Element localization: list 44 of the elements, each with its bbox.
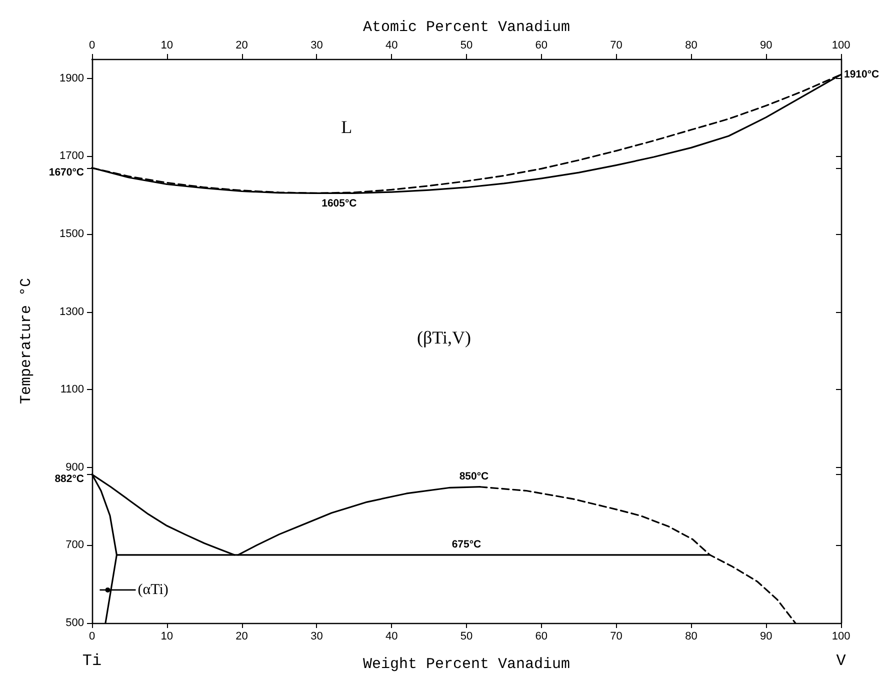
y-tick-label: 1300 — [60, 306, 84, 318]
annotation: 675°C — [452, 538, 482, 550]
x-tick-label: 40 — [385, 630, 398, 642]
x2-tick-label: 90 — [760, 40, 772, 52]
y-tick-label: 1500 — [60, 228, 84, 240]
x-tick-label: 0 — [88, 630, 96, 642]
x2-tick-label: 60 — [535, 40, 548, 52]
annotation: (βTi,V) — [417, 327, 472, 348]
y-tick-label: 1670°C — [48, 166, 84, 178]
x2-tick-label: 20 — [236, 40, 248, 52]
x2-tick-label: 100 — [832, 40, 850, 52]
y-tick-label: 900 — [66, 461, 84, 474]
text: V — [836, 652, 846, 670]
x-tick-label: 10 — [160, 630, 174, 642]
x2-tick-label: 0 — [88, 40, 96, 52]
x2-tick-label: 80 — [685, 40, 698, 52]
x-tick-label: 100 — [832, 630, 850, 642]
y-tick-label: 1100 — [60, 384, 84, 396]
text: Ti — [82, 652, 102, 670]
annotation: (αTi) — [138, 582, 168, 598]
annotation: 1910°C — [844, 68, 880, 81]
y-tick-label: 882°C — [54, 472, 84, 485]
x2-axis-title: Atomic Percent Vanadium — [362, 19, 570, 36]
annotation: 1605°C — [322, 198, 358, 210]
x-tick-label: 80 — [685, 630, 698, 642]
x-axis-title: Weight Percent Vanadium — [362, 656, 570, 673]
x-tick-label: 50 — [460, 630, 473, 642]
y-tick-label: 1700 — [60, 150, 84, 162]
y-tick-label: 500 — [66, 617, 84, 629]
x-tick-label: 60 — [535, 630, 548, 642]
annotation: L — [341, 117, 352, 138]
x2-tick-label: 30 — [310, 40, 323, 52]
x-tick-label: 20 — [236, 630, 248, 642]
y-tick-label: 700 — [66, 539, 84, 552]
y-tick-label: 1900 — [60, 72, 84, 84]
annotation: 850°C — [459, 470, 490, 482]
x2-tick-label: 40 — [385, 40, 398, 52]
x-tick-label: 90 — [760, 630, 772, 642]
y-axis-title: Temperature °C — [18, 278, 35, 404]
x-tick-label: 70 — [610, 630, 622, 642]
x2-tick-label: 10 — [160, 40, 174, 52]
x2-tick-label: 50 — [460, 40, 473, 52]
x2-tick-label: 70 — [610, 40, 622, 52]
x-tick-label: 30 — [310, 630, 323, 642]
